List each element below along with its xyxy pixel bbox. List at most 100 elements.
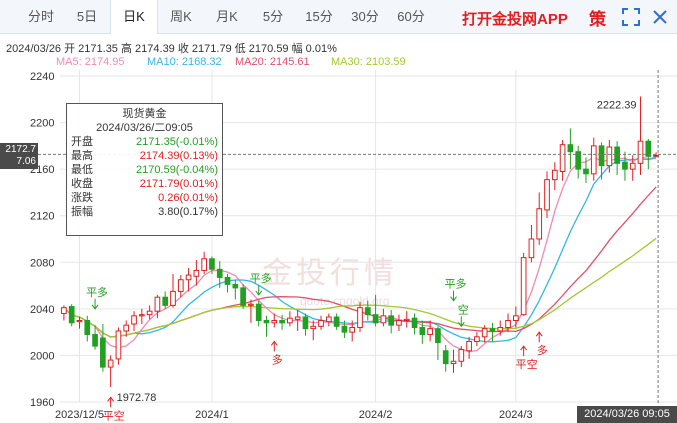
annotation-label: 平空 (103, 408, 125, 422)
annotation-label: 多 (272, 352, 283, 366)
ma-legend-item: MA10: 2168.32 (147, 56, 222, 68)
candle-body (551, 169, 558, 181)
candle-body (248, 303, 254, 306)
candle-body (333, 316, 340, 327)
annotation-arrowhead (535, 331, 543, 337)
candle-body (466, 340, 472, 352)
candle-body (263, 320, 270, 324)
strategy-button[interactable]: 策 (589, 10, 606, 29)
crosshair-time-tag: 2024/03/26 09:05 (577, 406, 677, 423)
tab-0[interactable]: 分时 (27, 8, 54, 24)
candle-body (240, 287, 246, 306)
candle-body (170, 290, 176, 306)
candle-body (403, 318, 410, 322)
candle-body (100, 337, 106, 368)
close-icon[interactable] (650, 7, 670, 27)
candle-body (162, 296, 169, 306)
candle-body (216, 268, 223, 278)
candle-body (520, 257, 527, 316)
tooltip-row: 开盘 2171.35(-0.01%) (71, 135, 218, 149)
tooltip-value: 0.26(0.01%) (158, 192, 218, 204)
candle-body (513, 315, 519, 322)
candle-body (567, 144, 574, 153)
annotation-arrowhead (255, 290, 263, 296)
annotation-label: 平多 (86, 285, 108, 299)
candle-body (138, 314, 145, 317)
current-change: 7.06 (16, 156, 36, 167)
candle-body (442, 350, 449, 365)
annotation-arrowhead (450, 296, 457, 302)
ma-legend-item: MA5: 2174.95 (56, 56, 125, 68)
watermark-url: quote.cngold.org (300, 294, 390, 308)
y-tick-label: 2240 (30, 71, 54, 83)
tooltip-key: 最高 (71, 150, 93, 162)
current-price: 2172.7 (5, 144, 36, 155)
tooltip-value: 2174.39(0.13%) (139, 150, 218, 162)
tooltip-key: 开盘 (71, 136, 93, 148)
annotation-arrowhead (91, 304, 99, 310)
price-tooltip: 现货黄金 2024/03/26/二09:05 开盘 2171.35(-0.01%)… (66, 103, 223, 236)
tooltip-value: 2171.79(0.01%) (139, 178, 218, 190)
candle-body (419, 326, 426, 335)
candle-body (575, 151, 582, 170)
current-price-tag: 2172.7 7.06 (0, 143, 38, 169)
tooltip-row: 涨跌 0.26(0.01%) (71, 191, 218, 205)
tooltip-key: 最低 (71, 164, 93, 176)
candle-body (302, 316, 309, 330)
tab-6[interactable]: 15分 (305, 8, 333, 24)
annotation-arrowhead (520, 345, 528, 351)
tooltip-value: 2170.59(-0.04%) (136, 164, 218, 176)
candle-body (559, 144, 566, 172)
tooltip-key: 涨跌 (71, 192, 93, 204)
expand-icon[interactable] (621, 7, 641, 27)
y-tick-label: 2200 (30, 118, 54, 130)
candle-body (388, 315, 395, 326)
tab-7[interactable]: 30分 (351, 8, 379, 24)
candle-body (76, 320, 83, 323)
tooltip-row: 最高 2174.39(0.13%) (71, 149, 218, 163)
candle-body (481, 328, 488, 338)
y-tick-label: 2000 (30, 350, 54, 362)
candle-body (372, 314, 379, 324)
tooltip-value: 3.80(0.17%) (158, 206, 218, 218)
tab-2[interactable]: 日K (110, 0, 158, 34)
period-tab-bar: 分时 5日 日K 周K 月K 5分 15分 30分 60分 (0, 0, 677, 34)
open-app-link[interactable]: 打开金投网APP (462, 11, 568, 28)
min-price-label: 1972.78 (117, 392, 157, 404)
candle-body (497, 326, 504, 332)
candle-body (528, 238, 535, 259)
tab-5[interactable]: 5分 (262, 8, 284, 24)
tab-3[interactable]: 周K (170, 8, 192, 24)
candle-body (536, 208, 543, 240)
tooltip-row: 最低 2170.59(-0.04%) (71, 163, 218, 177)
ohlc-info-line: 2024/03/26 开 2171.35 高 2174.39 收 2171.79… (6, 43, 337, 55)
tooltip-key: 振幅 (71, 206, 93, 218)
candle-body (606, 146, 613, 167)
candle-body (583, 168, 589, 175)
candle-body (614, 146, 620, 164)
x-tick-label: 2024/2 (359, 409, 393, 421)
tooltip-key: 收盘 (71, 178, 93, 190)
tab-1[interactable]: 5日 (76, 8, 98, 24)
candle-body (598, 145, 605, 167)
candle-body (474, 336, 480, 342)
candle-body (357, 307, 363, 328)
annotation-arrowhead (457, 322, 465, 328)
tab-8[interactable]: 60分 (397, 8, 425, 24)
candle-body (224, 276, 231, 285)
candle-body (435, 328, 441, 344)
candle-body (318, 320, 324, 327)
annotation-label: 多 (537, 343, 548, 357)
tab-4[interactable]: 月K (216, 8, 238, 24)
candle-body (177, 279, 184, 292)
candle-body (185, 274, 192, 281)
candle-body (92, 333, 98, 347)
candle-body (364, 307, 371, 316)
candle-body (505, 320, 511, 328)
annotation-label: 平空 (516, 357, 538, 371)
candle-body (590, 145, 597, 175)
tooltip-time: 2024/03/26/二09:05 (96, 122, 193, 134)
x-tick-label: 2024/3 (499, 409, 533, 421)
candle-body (458, 349, 465, 362)
